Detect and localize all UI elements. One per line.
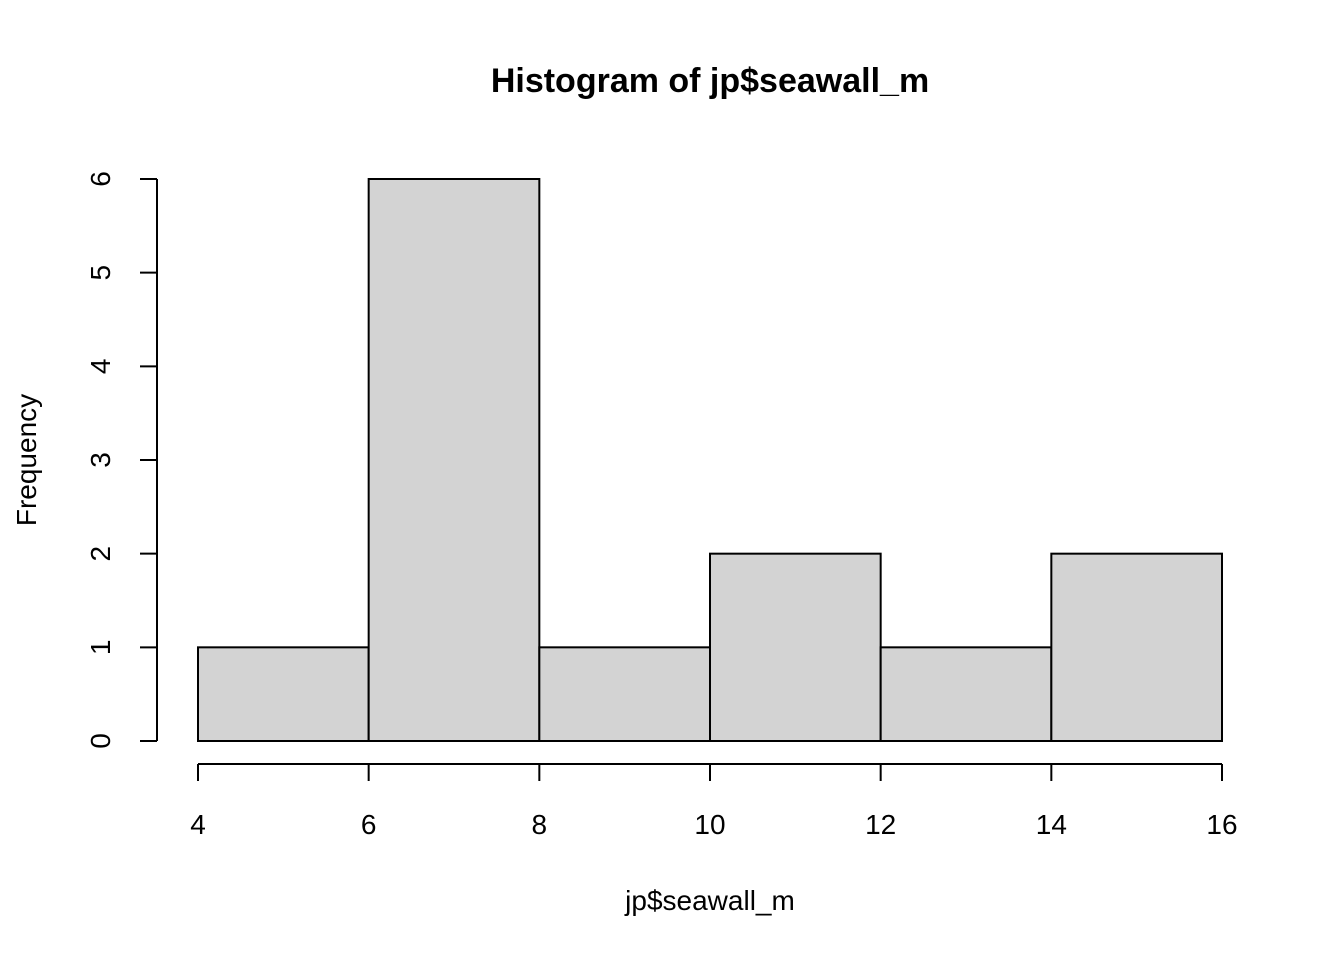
histogram-bar-4 — [879, 646, 1053, 742]
x-tick-label-3: 10 — [694, 809, 725, 840]
histogram-bar-5 — [1050, 552, 1224, 743]
x-axis: 4 6 8 10 12 14 16 — [190, 763, 1238, 840]
x-axis-label: jp$seawall_m — [624, 885, 795, 916]
x-tick-label-4: 12 — [865, 809, 896, 840]
x-tick-label-6: 16 — [1206, 809, 1237, 840]
y-tick-label-6: 6 — [85, 171, 116, 187]
y-axis: 0 1 2 3 4 5 6 — [85, 171, 158, 749]
histogram-bar-2 — [538, 646, 711, 742]
y-tick-label-1: 1 — [85, 640, 116, 656]
x-tick-label-5: 14 — [1036, 809, 1067, 840]
y-axis-label: Frequency — [11, 394, 42, 526]
y-tick-label-2: 2 — [85, 546, 116, 562]
y-tick-label-5: 5 — [85, 265, 116, 281]
y-tick-label-3: 3 — [85, 452, 116, 468]
x-tick-label-2: 8 — [532, 809, 548, 840]
y-tick-label-4: 4 — [85, 359, 116, 375]
x-tick-label-0: 4 — [190, 809, 206, 840]
histogram-bar-0 — [197, 646, 370, 742]
x-tick-label-1: 6 — [361, 809, 377, 840]
chart-title: Histogram of jp$seawall_m — [491, 62, 929, 100]
y-tick-label-0: 0 — [85, 733, 116, 749]
histogram-bar-1 — [367, 178, 541, 742]
histogram-bar-3 — [709, 552, 882, 743]
histogram-bars — [197, 178, 1224, 743]
